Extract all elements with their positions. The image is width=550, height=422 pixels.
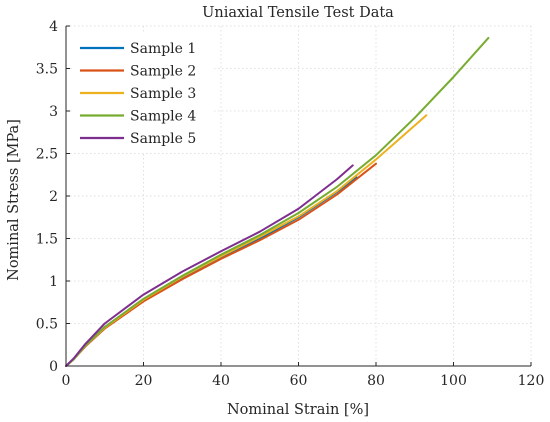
legend-label-2: Sample 2: [130, 64, 196, 80]
y-tick-label: 1: [49, 274, 58, 290]
x-tick-label: 60: [290, 373, 308, 389]
legend-label-1: Sample 1: [130, 41, 196, 57]
x-tick-label: 120: [518, 373, 545, 389]
x-axis-title: Nominal Strain [%]: [227, 402, 369, 418]
tick-labels: 0 20 40 60 80 100 120 0 0.5 1 1.5 2 2.5 3 3.5 4: [36, 19, 545, 389]
y-tick-label: 2: [49, 189, 58, 205]
x-tick-label: 20: [135, 373, 153, 389]
legend-label-4: Sample 4: [130, 109, 196, 125]
y-tick-label: 0: [49, 359, 58, 375]
axes: [65, 25, 532, 367]
x-tick-label: 0: [62, 373, 71, 389]
series-line-5: [65, 164, 354, 367]
x-tick-label: 80: [367, 373, 385, 389]
legend: Sample 1 Sample 2 Sample 3 Sample 4 Sample 5: [74, 32, 214, 152]
y-tick-label: 4: [49, 19, 58, 35]
y-axis-title: Nominal Stress [MPa]: [6, 119, 22, 281]
x-tick-label: 100: [440, 373, 467, 389]
y-tick-label: 1.5: [36, 232, 58, 248]
legend-label-3: Sample 3: [130, 86, 196, 102]
series-line-1: [65, 176, 358, 367]
y-tick-label: 2.5: [36, 147, 58, 163]
series-line-4: [65, 36, 490, 367]
y-tick-label: 3.5: [36, 62, 58, 78]
y-tick-label: 3: [49, 104, 58, 120]
y-tick-label: 0.5: [36, 317, 58, 333]
legend-label-5: Sample 5: [130, 131, 196, 147]
x-tick-label: 40: [212, 373, 230, 389]
chart-title: Uniaxial Tensile Test Data: [202, 5, 394, 21]
plot-lines: [65, 36, 490, 367]
series-line-3: [65, 114, 428, 367]
